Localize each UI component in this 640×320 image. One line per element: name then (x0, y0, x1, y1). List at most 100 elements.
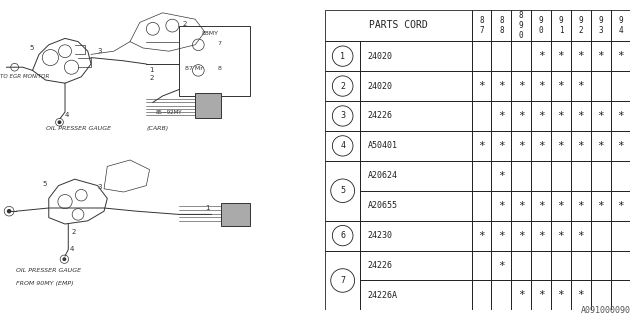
Text: 1: 1 (205, 204, 209, 211)
Bar (511, 191, 531, 221)
Bar (492, 101, 511, 131)
Circle shape (7, 209, 12, 213)
Bar (571, 101, 591, 131)
Text: 8
9
0: 8 9 0 (519, 11, 524, 40)
Text: *: * (478, 81, 485, 91)
Bar (360, 41, 472, 71)
Bar (551, 71, 571, 101)
Bar (611, 221, 630, 251)
Bar (591, 71, 611, 101)
Bar (511, 281, 531, 310)
Bar (511, 221, 531, 251)
Bar (472, 101, 492, 131)
Bar (325, 10, 472, 41)
Text: *: * (617, 201, 624, 211)
Bar (551, 161, 571, 191)
Bar (531, 281, 551, 310)
Text: FROM 90MY (EMP): FROM 90MY (EMP) (16, 281, 74, 286)
Bar (472, 251, 492, 281)
Text: *: * (557, 231, 564, 241)
Text: *: * (538, 291, 545, 300)
Text: *: * (557, 291, 564, 300)
Text: 9
2: 9 2 (579, 16, 583, 35)
Text: OIL PRESSER GAUGE: OIL PRESSER GAUGE (45, 126, 111, 131)
Text: *: * (518, 111, 525, 121)
Bar (611, 281, 630, 310)
Text: *: * (538, 231, 545, 241)
Bar (571, 221, 591, 251)
Text: 4: 4 (70, 246, 74, 252)
Text: A20655: A20655 (368, 201, 398, 210)
Text: 2: 2 (72, 228, 76, 235)
Text: 9
0: 9 0 (539, 16, 543, 35)
Bar (611, 131, 630, 161)
Bar (472, 161, 492, 191)
Bar (551, 191, 571, 221)
Text: 3: 3 (97, 184, 102, 190)
Bar (591, 281, 611, 310)
Bar (325, 161, 360, 221)
Bar (531, 251, 551, 281)
Text: 5: 5 (29, 44, 34, 51)
Bar (611, 251, 630, 281)
Text: OIL PRESSER GAUGE: OIL PRESSER GAUGE (16, 268, 81, 273)
Text: 9
4: 9 4 (618, 16, 623, 35)
Bar (571, 71, 591, 101)
Bar (325, 251, 360, 310)
Bar (571, 10, 591, 41)
Bar (360, 191, 472, 221)
Bar (531, 221, 551, 251)
Bar (511, 161, 531, 191)
Text: *: * (617, 141, 624, 151)
Text: *: * (577, 51, 584, 61)
Bar (611, 71, 630, 101)
Bar (325, 101, 360, 131)
Text: *: * (577, 231, 584, 241)
Bar (591, 161, 611, 191)
Bar (511, 41, 531, 71)
Bar (571, 131, 591, 161)
Bar (360, 281, 472, 310)
Bar (551, 221, 571, 251)
Bar (360, 71, 472, 101)
Bar (531, 131, 551, 161)
Text: 24226: 24226 (368, 111, 393, 120)
Text: 24226A: 24226A (368, 291, 398, 300)
Bar (195, 93, 221, 118)
Text: 1: 1 (150, 67, 154, 73)
Text: *: * (518, 81, 525, 91)
Bar (611, 191, 630, 221)
Bar (531, 71, 551, 101)
Bar (492, 10, 511, 41)
Text: *: * (577, 141, 584, 151)
Text: A091000090: A091000090 (580, 306, 630, 315)
Bar (611, 101, 630, 131)
Bar (591, 191, 611, 221)
Text: *: * (557, 111, 564, 121)
Text: 9
1: 9 1 (559, 16, 563, 35)
Text: *: * (498, 201, 505, 211)
Bar (472, 10, 492, 41)
Bar (511, 251, 531, 281)
Text: 4: 4 (65, 112, 69, 118)
Bar (492, 131, 511, 161)
Bar (360, 101, 472, 131)
Text: 85~92MY: 85~92MY (156, 109, 182, 115)
Bar (511, 101, 531, 131)
Bar (611, 41, 630, 71)
Text: *: * (518, 291, 525, 300)
Bar (492, 191, 511, 221)
Bar (472, 71, 492, 101)
Text: *: * (557, 81, 564, 91)
Text: 9
3: 9 3 (598, 16, 603, 35)
Bar (325, 131, 360, 161)
Bar (591, 131, 611, 161)
Text: *: * (617, 51, 624, 61)
Text: *: * (478, 231, 485, 241)
Text: 88MY: 88MY (202, 31, 219, 36)
Bar (531, 41, 551, 71)
Bar (221, 203, 250, 226)
Text: *: * (557, 51, 564, 61)
Text: 3: 3 (97, 48, 102, 54)
Text: *: * (597, 201, 604, 211)
